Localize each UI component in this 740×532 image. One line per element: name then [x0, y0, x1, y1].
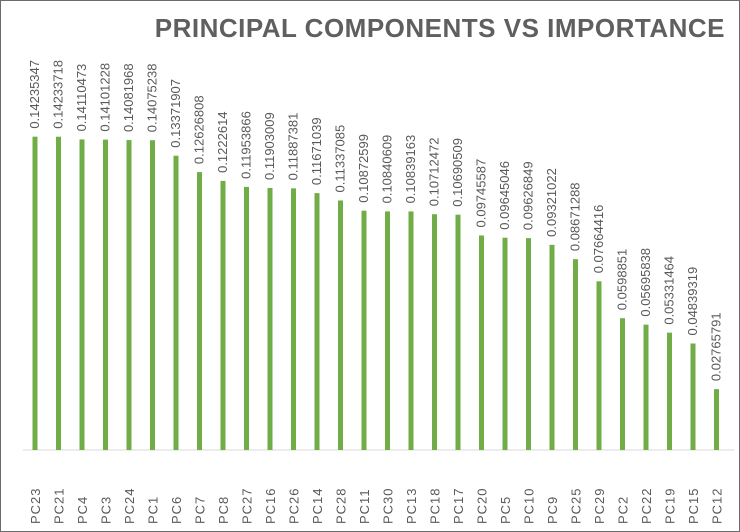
value-label: 0.10690509 — [450, 138, 465, 207]
bar-pc18 — [432, 214, 437, 450]
category-label: PC9 — [545, 496, 560, 524]
value-label: 0.13371907 — [168, 79, 183, 148]
value-label: 0.08671288 — [568, 182, 583, 251]
value-label: 0.11887381 — [286, 113, 301, 181]
category-label: PC17 — [451, 487, 466, 524]
value-label: 0.14233718 — [51, 60, 66, 129]
value-label: 0.09645046 — [497, 161, 512, 230]
bar-pc1 — [150, 140, 155, 450]
bar-pc27 — [244, 186, 249, 450]
bar-pc8 — [220, 180, 226, 450]
category-label: PC6 — [169, 496, 184, 524]
bar-pc28 — [338, 200, 343, 450]
value-label: 0.07664416 — [591, 205, 606, 274]
value-label: 0.11671039 — [309, 117, 324, 185]
value-label: 0.14110473 — [74, 64, 89, 132]
bar-pc10 — [526, 238, 531, 450]
value-label: 0.05331464 — [662, 256, 677, 325]
bar-pc2 — [620, 318, 625, 450]
value-label: 0.10712472 — [427, 138, 442, 207]
value-label: 0.10840609 — [380, 135, 395, 204]
value-label: 0.09321022 — [544, 168, 559, 237]
category-label: PC2 — [616, 496, 631, 524]
bar-pc26 — [291, 188, 296, 451]
value-label: 0.10872599 — [356, 134, 371, 203]
category-label: PC25 — [569, 487, 584, 524]
value-label: 0.09626849 — [521, 161, 536, 230]
bar-pc7 — [197, 172, 202, 450]
category-label: PC26 — [287, 487, 302, 524]
value-label: 0.14235347 — [27, 60, 42, 129]
bar-pc14 — [314, 193, 320, 450]
value-label: 0.11337085 — [333, 125, 348, 193]
value-label: 0.05695838 — [638, 248, 653, 317]
category-label: PC16 — [263, 487, 278, 524]
value-label: 0.14075238 — [145, 64, 160, 133]
bar-pc6 — [173, 155, 179, 450]
value-label: 0.12626808 — [192, 95, 207, 164]
category-label: PC12 — [710, 487, 725, 524]
bar-pc23 — [32, 136, 38, 450]
value-label: 0.1222614 — [215, 111, 230, 172]
category-label: PC13 — [404, 487, 419, 524]
category-label: PC19 — [663, 487, 678, 524]
category-label: PC24 — [122, 487, 137, 524]
category-label: PC7 — [193, 496, 208, 524]
category-label: PC1 — [146, 496, 161, 524]
value-label: 0.04839319 — [685, 267, 700, 336]
bar-pc3 — [103, 139, 108, 450]
bar-pc20 — [479, 235, 484, 450]
bar-pc9 — [549, 244, 555, 450]
category-label: PC27 — [240, 487, 255, 524]
bar-pc19 — [667, 332, 672, 450]
bar-pc15 — [690, 343, 696, 450]
bar-pc5 — [502, 237, 508, 450]
category-label: PC8 — [216, 496, 231, 524]
bar-pc17 — [455, 214, 461, 450]
bar-pc16 — [267, 188, 273, 450]
category-label: PC28 — [334, 487, 349, 524]
value-label: 0.0598851 — [615, 249, 630, 310]
category-label: PC10 — [522, 487, 537, 524]
value-labels-group: 0.14235347 0.14233718 0.14110473 0.14101228… — [27, 60, 724, 381]
value-label: 0.09745587 — [474, 159, 489, 228]
value-label: 0.11903009 — [262, 112, 277, 180]
category-label: PC4 — [75, 496, 90, 524]
bar-pc30 — [385, 211, 390, 450]
bars-group — [32, 136, 719, 451]
chart-title: PRINCIPAL COMPONENTS VS IMPORTANCE — [154, 13, 725, 43]
value-label: 0.14081968 — [121, 63, 136, 132]
bar-pc12 — [714, 389, 719, 450]
bar-pc21 — [56, 136, 61, 450]
category-label: PC15 — [686, 487, 701, 524]
bar-pc22 — [643, 324, 649, 450]
category-label: PC21 — [52, 487, 67, 524]
value-label: 0.11953866 — [239, 111, 254, 179]
value-label: 0.10839163 — [403, 135, 418, 204]
category-label: PC14 — [310, 487, 325, 524]
category-label: PC20 — [475, 487, 490, 524]
bar-pc13 — [408, 211, 414, 450]
bar-pc4 — [79, 139, 85, 450]
category-label: PC18 — [428, 487, 443, 524]
category-label: PC3 — [99, 496, 114, 524]
category-label: PC30 — [381, 487, 396, 524]
bar-pc24 — [126, 140, 132, 450]
category-label: PC5 — [498, 496, 513, 524]
category-labels-group: PC23 PC21 PC4 PC3 PC24 PC1 PC6 PC7 PC8 PC27 PC16 PC… — [28, 487, 725, 524]
category-label: PC22 — [639, 487, 654, 524]
value-label: 0.02765791 — [709, 312, 724, 381]
category-label: PC23 — [28, 487, 43, 524]
category-label: PC29 — [592, 487, 607, 524]
category-label: PC11 — [357, 488, 372, 524]
bar-pc29 — [596, 281, 602, 450]
value-label: 0.14101228 — [98, 63, 113, 132]
bar-pc25 — [573, 259, 578, 450]
bar-pc11 — [361, 210, 367, 450]
